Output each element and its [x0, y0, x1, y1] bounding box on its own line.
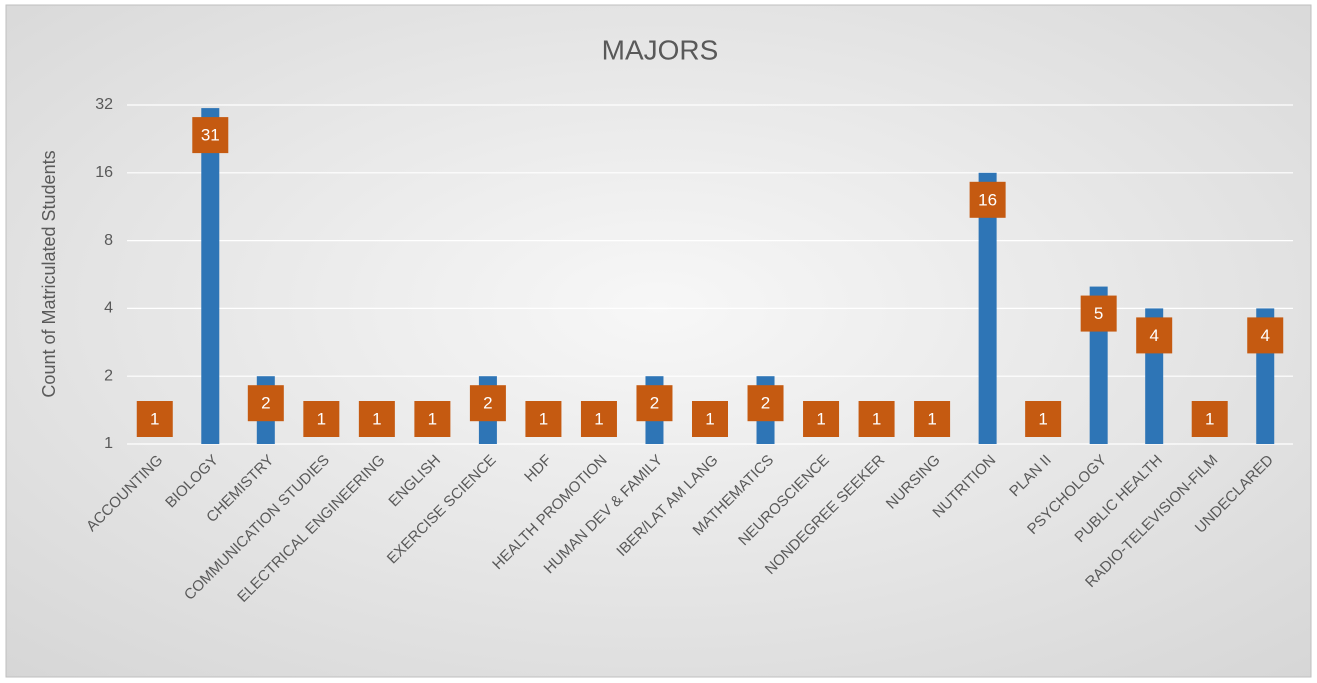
data-label-box	[580, 401, 617, 437]
y-tick-label: 16	[95, 164, 113, 181]
data-label-box	[1025, 401, 1062, 437]
data-label: 2	[261, 394, 270, 413]
data-label-box	[414, 401, 451, 437]
data-label-box	[303, 401, 340, 437]
data-label: 1	[594, 409, 603, 428]
data-label-box	[525, 401, 562, 437]
data-label: 2	[483, 394, 492, 413]
data-label-box	[358, 401, 395, 437]
data-label: 1	[705, 409, 714, 428]
data-label-box	[192, 117, 229, 154]
data-label-box	[747, 385, 784, 422]
data-label: 1	[816, 409, 825, 428]
data-label: 1	[927, 409, 936, 428]
y-tick-label: 2	[104, 367, 113, 384]
y-tick-label: 4	[104, 300, 113, 317]
data-label-box	[1136, 317, 1173, 354]
y-axis-label: Count of Matriculated Students	[39, 150, 59, 397]
y-tick-label: 32	[95, 96, 113, 113]
data-label: 1	[872, 409, 881, 428]
bar	[978, 172, 997, 445]
data-label-box	[858, 401, 895, 437]
bar	[201, 108, 220, 444]
data-label-box	[636, 385, 673, 422]
data-label-box	[1080, 295, 1117, 332]
data-label-box	[969, 181, 1006, 218]
data-label: 1	[1038, 409, 1047, 428]
data-label: 1	[1205, 409, 1214, 428]
data-label: 1	[428, 409, 437, 428]
data-label-box	[136, 401, 173, 437]
data-label-box	[247, 385, 284, 422]
chart-title: MAJORS	[602, 34, 719, 65]
data-label: 4	[1261, 326, 1270, 345]
data-label-box	[914, 401, 951, 437]
data-label: 1	[317, 409, 326, 428]
data-label: 16	[978, 190, 997, 209]
y-tick-label: 8	[104, 232, 113, 249]
data-label: 1	[372, 409, 381, 428]
data-label: 1	[539, 409, 548, 428]
data-label: 1	[150, 409, 159, 428]
data-label-box	[1191, 401, 1228, 437]
data-label: 2	[761, 394, 770, 413]
y-tick-label: 1	[104, 435, 113, 452]
data-label-box	[1247, 317, 1284, 354]
data-label-box	[803, 401, 840, 437]
data-label: 31	[201, 126, 220, 145]
data-label: 5	[1094, 304, 1103, 323]
data-label: 2	[650, 394, 659, 413]
data-label: 4	[1149, 326, 1158, 345]
data-label-box	[692, 401, 728, 437]
data-label-box	[469, 385, 506, 422]
